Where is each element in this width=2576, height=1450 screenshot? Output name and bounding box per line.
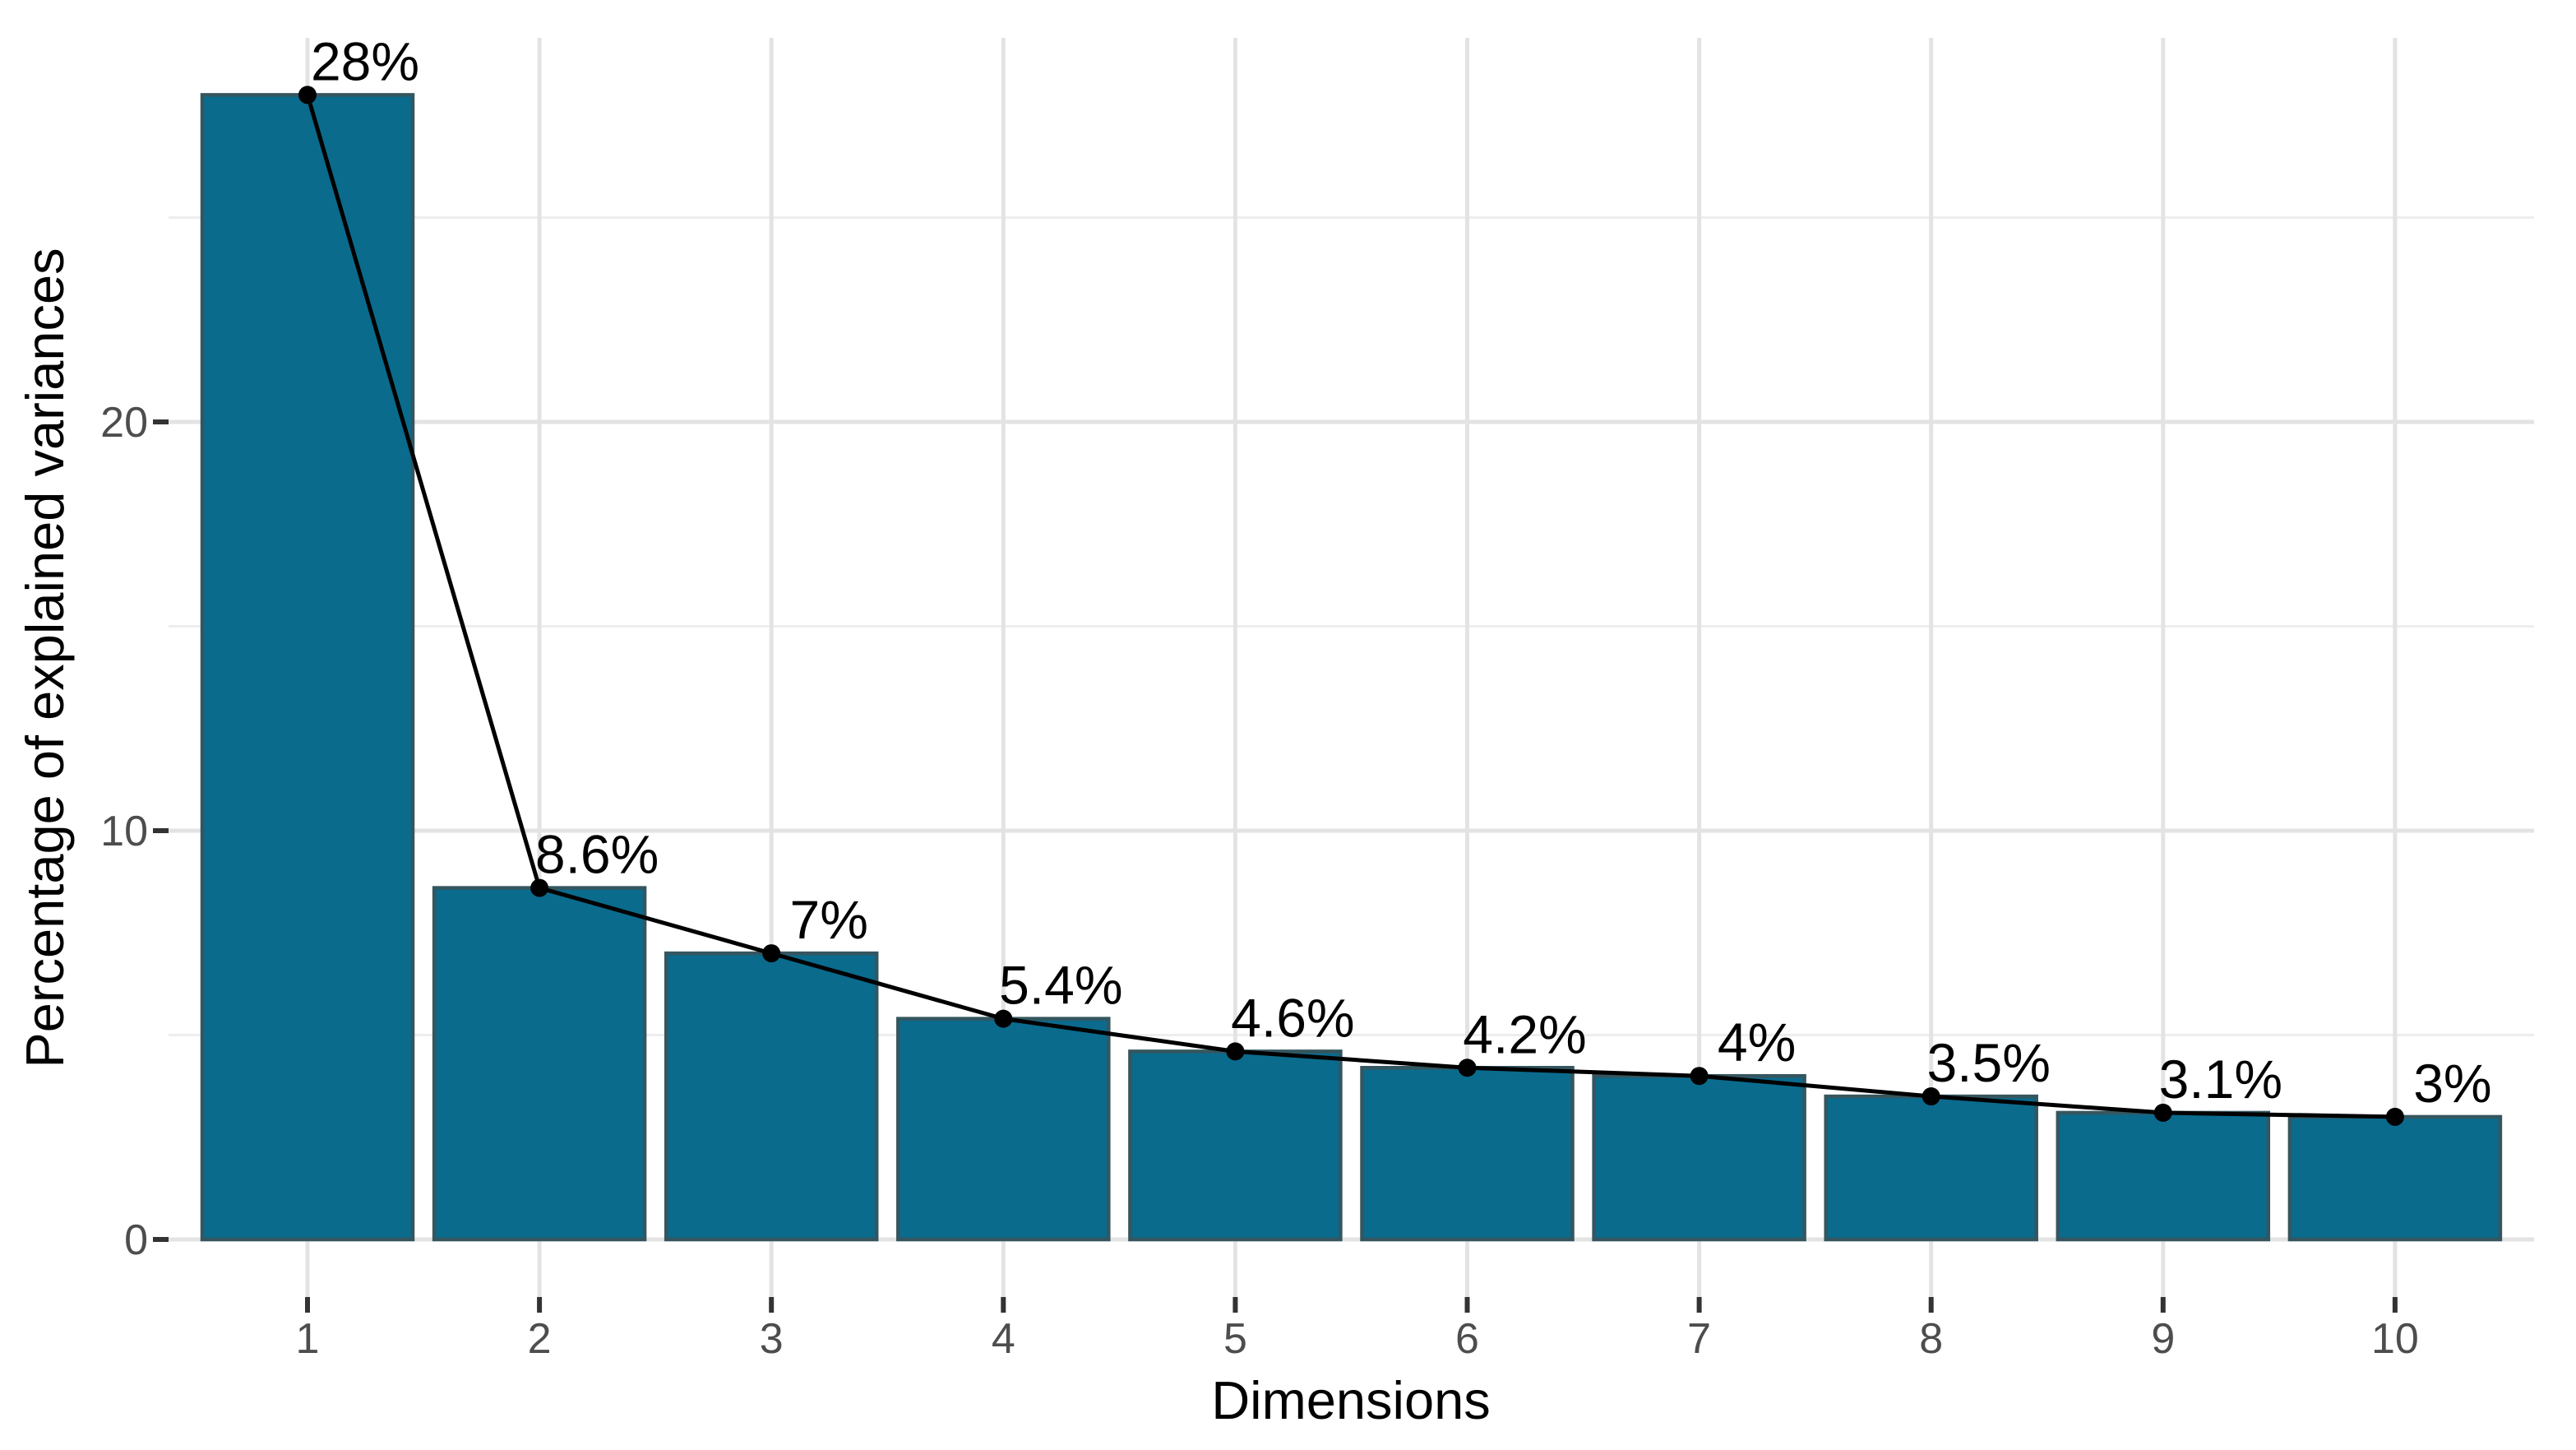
- bar-dim-6: [1360, 1066, 1575, 1242]
- bar-dim-5: [1128, 1049, 1343, 1242]
- x-tick-label-7: 7: [1687, 1315, 1711, 1363]
- bar-dim-7: [1592, 1073, 1806, 1242]
- x-tick-label-3: 3: [760, 1315, 784, 1363]
- x-tick-label-1: 1: [296, 1315, 320, 1363]
- data-point-dim-5: [1226, 1042, 1245, 1061]
- data-point-dim-9: [2153, 1103, 2172, 1122]
- data-label-dim-3: 7%: [790, 889, 868, 950]
- data-label-dim-10: 3%: [2413, 1053, 2491, 1114]
- data-label-dim-6: 4.2%: [1463, 1003, 1586, 1064]
- bar-dim-9: [2056, 1110, 2271, 1242]
- data-point-dim-3: [762, 944, 781, 963]
- bar-dim-4: [896, 1017, 1111, 1242]
- y-tick-label-0: 0: [124, 1216, 148, 1264]
- y-axis-title: Percentage of explained variances: [15, 248, 75, 1068]
- x-tick-label-8: 8: [1919, 1315, 1943, 1363]
- data-label-dim-4: 5.4%: [999, 955, 1122, 1016]
- data-points: [298, 86, 2404, 1126]
- data-label-dim-5: 4.6%: [1231, 987, 1354, 1048]
- data-label-dim-1: 28%: [311, 30, 419, 91]
- x-tick-label-2: 2: [528, 1315, 552, 1363]
- x-tick-label-9: 9: [2151, 1315, 2175, 1363]
- variance-line: [305, 94, 2395, 1119]
- x-tick-label-6: 6: [1455, 1315, 1479, 1363]
- data-point-dim-1: [298, 86, 317, 104]
- y-tick-label-20: 20: [100, 399, 148, 447]
- data-label-dim-7: 4%: [1718, 1012, 1796, 1072]
- x-tick-label-10: 10: [2371, 1315, 2419, 1363]
- axes: 0 10 20 1 2 3 4 5 6 7 8 9 10: [100, 399, 2419, 1363]
- data-point-dim-7: [1690, 1067, 1709, 1086]
- bar-dim-3: [664, 951, 879, 1242]
- x-tick-label-5: 5: [1223, 1315, 1247, 1363]
- variance-line-layer: [305, 94, 2395, 1119]
- data-point-dim-10: [2385, 1107, 2404, 1126]
- data-point-dim-8: [1922, 1087, 1940, 1106]
- bar-dim-10: [2287, 1114, 2503, 1242]
- bar-dim-8: [1824, 1094, 2038, 1242]
- data-point-dim-6: [1458, 1059, 1477, 1077]
- data-point-dim-4: [994, 1009, 1013, 1028]
- data-label-dim-9: 3.1%: [2159, 1049, 2282, 1110]
- data-point-dim-2: [530, 878, 549, 897]
- bars: [200, 93, 2503, 1242]
- data-labels: 28% 8.6% 7% 5.4% 4.6% 4.2% 4% 3.5% 3.1% 3%: [311, 30, 2492, 1114]
- bar-dim-2: [432, 886, 647, 1242]
- data-label-dim-2: 8.6%: [535, 824, 659, 885]
- x-tick-label-4: 4: [992, 1315, 1015, 1363]
- bar-dim-1: [200, 93, 415, 1242]
- x-axis-title: Dimensions: [1211, 1370, 1491, 1430]
- y-tick-label-10: 10: [100, 808, 148, 855]
- data-label-dim-8: 3.5%: [1926, 1032, 2050, 1093]
